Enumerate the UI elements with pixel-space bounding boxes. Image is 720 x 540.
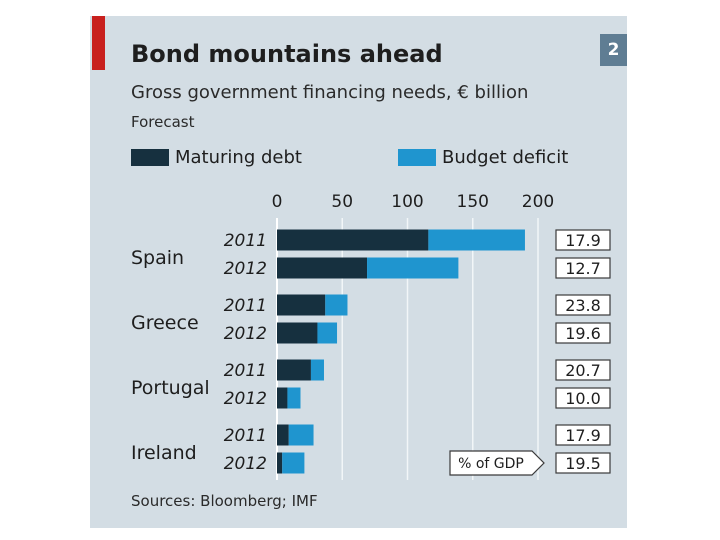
gdp-box-portugal-2012 — [555, 387, 611, 409]
bar-maturing-spain-2012 — [277, 257, 368, 279]
bar-maturing-greece-2011 — [277, 294, 326, 316]
gdp-value-portugal-2012: 10.0 — [565, 389, 601, 408]
country-label-greece: Greece — [131, 312, 199, 334]
bar-maturing-ireland-2011 — [277, 424, 289, 446]
bar-deficit-spain-2011 — [428, 229, 525, 251]
legend-deficit-swatch — [398, 149, 436, 166]
year-label-portugal-2011: 2011 — [224, 361, 267, 381]
gdp-value-greece-2012: 19.6 — [565, 324, 601, 343]
x-tick-label-200: 200 — [522, 192, 554, 212]
x-tick-label-150: 150 — [457, 192, 489, 212]
gdp-box-greece-2011 — [555, 294, 611, 316]
year-label-portugal-2012: 2012 — [224, 389, 267, 409]
gdp-value-ireland-2012: 19.5 — [565, 454, 601, 473]
chart-title: Bond mountains ahead — [131, 40, 443, 68]
bar-maturing-spain-2011 — [277, 229, 429, 251]
bar-deficit-ireland-2012 — [282, 452, 305, 474]
bar-maturing-ireland-2012 — [277, 452, 283, 474]
bar-deficit-portugal-2011 — [310, 359, 324, 381]
legend-maturing-swatch — [131, 149, 169, 166]
gdp-box-greece-2012 — [555, 322, 611, 344]
gdp-box-portugal-2011 — [555, 359, 611, 381]
gdp-value-spain-2011: 17.9 — [565, 231, 601, 250]
bar-maturing-portugal-2011 — [277, 359, 311, 381]
year-label-greece-2012: 2012 — [224, 324, 267, 344]
legend-maturing-debt: Maturing debt — [131, 147, 302, 168]
gdp-pointer-box — [449, 450, 545, 476]
legend-budget-deficit: Budget deficit — [398, 147, 568, 168]
gdp-pointer-label: % of GDP — [458, 456, 524, 472]
gdp-box-spain-2011 — [555, 229, 611, 251]
chart-note: Forecast — [131, 113, 195, 131]
year-label-spain-2012: 2012 — [224, 259, 267, 279]
gdp-value-greece-2011: 23.8 — [565, 296, 601, 315]
gdp-box-ireland-2011 — [555, 424, 611, 446]
x-tick-label-0: 0 — [272, 192, 283, 212]
gdp-value-ireland-2011: 17.9 — [565, 426, 601, 445]
gdp-value-spain-2012: 12.7 — [565, 259, 601, 278]
bar-deficit-portugal-2012 — [287, 387, 301, 409]
country-label-ireland: Ireland — [131, 442, 197, 464]
bar-deficit-greece-2012 — [317, 322, 338, 344]
gdp-box-spain-2012 — [555, 257, 611, 279]
chart-subtitle: Gross government financing needs, € bill… — [131, 82, 529, 103]
year-label-ireland-2012: 2012 — [224, 454, 267, 474]
bar-deficit-spain-2012 — [367, 257, 459, 279]
legend-deficit-label: Budget deficit — [442, 147, 569, 168]
year-label-ireland-2011: 2011 — [224, 426, 267, 446]
x-tick-label-100: 100 — [391, 192, 423, 212]
panel-number-badge: 2 — [600, 34, 627, 66]
country-label-spain: Spain — [131, 247, 184, 269]
gdp-box-ireland-2012 — [555, 452, 611, 474]
bar-deficit-ireland-2011 — [288, 424, 314, 446]
x-tick-label-50: 50 — [331, 192, 353, 212]
country-label-portugal: Portugal — [131, 377, 210, 399]
source-note: Sources: Bloomberg; IMF — [131, 492, 318, 510]
year-label-greece-2011: 2011 — [224, 296, 267, 316]
gdp-value-portugal-2011: 20.7 — [565, 361, 601, 380]
brand-red-bar — [92, 16, 105, 70]
bar-maturing-greece-2012 — [277, 322, 318, 344]
legend-maturing-label: Maturing debt — [175, 147, 302, 168]
bar-deficit-greece-2011 — [325, 294, 348, 316]
year-label-spain-2011: 2011 — [224, 231, 267, 251]
bar-maturing-portugal-2012 — [277, 387, 288, 409]
